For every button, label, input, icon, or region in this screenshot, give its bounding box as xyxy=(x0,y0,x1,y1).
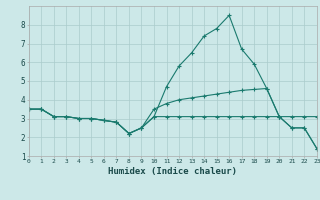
X-axis label: Humidex (Indice chaleur): Humidex (Indice chaleur) xyxy=(108,167,237,176)
